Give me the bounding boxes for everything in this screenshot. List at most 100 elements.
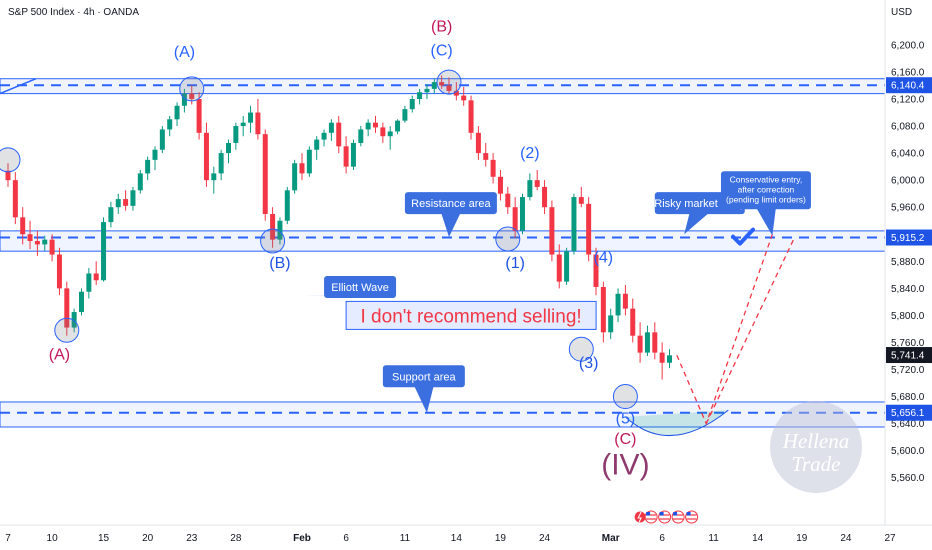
candle-body [600,287,606,333]
candle-body [115,199,121,208]
trend-channel [0,78,37,95]
candle [56,247,62,296]
wave-label: (A) [49,346,70,363]
candle [615,288,621,323]
candle [233,122,239,150]
price-tag: 6,140.4 [886,77,932,94]
candle [321,129,327,147]
wave-label: (C) [614,431,636,448]
price-tick-label: 5,840.0 [891,284,925,295]
projection-paths [676,227,796,426]
candle-body [373,122,378,128]
wave-label: (IV) [601,448,649,481]
candle-body [79,291,84,313]
candle-body [233,126,239,143]
us-flag-icon [644,510,658,524]
price-tag-text: 6,140.4 [891,81,925,92]
callout-text: Conservative entry, after correction (pend… [726,174,806,204]
candle [578,186,584,208]
price-tick-label: 6,040.0 [891,149,925,160]
price-tick-label: 5,640.0 [891,419,925,430]
candle [336,115,342,154]
check-icon [731,227,755,246]
candle [365,119,371,137]
candle [468,95,474,140]
wave-marker-circle [436,69,462,95]
candle [431,78,437,94]
candle [203,122,209,187]
candle-body [42,239,48,245]
wave-marker-circle [612,384,638,410]
candle [42,235,48,252]
candle-body [343,146,349,167]
price-tick-label: 6,080.0 [891,122,925,133]
candle-body [137,173,143,191]
candle [292,159,298,194]
zone-band [0,401,886,428]
candle-body [328,122,334,133]
time-tick-label: 27 [884,533,896,544]
projection-path [705,237,796,424]
candle-body [556,254,562,282]
candle-body [12,180,18,218]
candle-body [549,207,555,255]
candle-body [483,153,489,160]
wave-label: (5) [616,411,636,428]
candle-body [64,288,70,328]
candle [446,77,452,94]
wave-marker-circle [179,76,205,102]
wave-marker-circle [495,226,521,252]
candle-body [490,159,496,177]
time-tick-label: 6 [343,533,349,544]
candle [652,322,658,360]
candle-body [534,180,540,187]
price-axis[interactable]: USD 6,200.0 6,160.0 6,120.0 6,080.0 6,040.0 6… [884,0,925,525]
price-tag-box [886,347,932,364]
candle-body [453,90,459,96]
candle-body [520,197,525,231]
candle-body [659,352,665,363]
price-tags: 6,140.4 5,915.2 5,741.4 5,656.1 [886,77,932,421]
price-tag-text: 5,656.1 [891,408,925,419]
time-tick-label: 24 [840,533,852,544]
lightning-icon [634,511,646,523]
time-axis[interactable]: 7 10 15 20 23 28 Feb 6 11 14 19 24 Mar 6 11 14 19 24 27 [0,524,932,544]
candle-body [630,308,636,336]
candle [108,201,114,228]
candle [123,190,129,211]
callout: Elliott Wave [302,276,397,299]
wave-label: (4) [594,250,614,267]
candle [86,268,92,299]
wave-marker-circle [260,228,286,254]
candle [586,197,592,262]
candle [373,115,378,133]
banner-text: I don't recommend selling! [361,306,582,327]
us-flag-icon [685,510,699,524]
wave-labels: (A)(A)(B)(B)(C)(1)(2)(3)(4)(5)(C)(IV) [49,18,650,481]
price-tag: 5,915.2 [886,229,932,246]
wave-label: (1) [505,255,525,272]
candle-body [637,335,643,353]
flag-canton [659,512,664,516]
candle [409,95,415,113]
candle [49,234,55,262]
candle [637,322,643,363]
callout-text: Resistance area [411,198,491,210]
candle-body [564,251,570,282]
price-tick-label: 5,960.0 [891,203,925,214]
candle [101,217,107,282]
candle [277,217,283,245]
candle [622,284,628,316]
candle [512,197,518,238]
candle-body [402,109,408,121]
candle [600,281,606,343]
time-tick-label: 23 [186,533,198,544]
candle-body [34,241,40,245]
candle-body [123,199,129,206]
candle-body [424,88,430,93]
time-tick-label: 11 [400,533,411,544]
candle-body [86,273,92,292]
candle [424,84,430,100]
